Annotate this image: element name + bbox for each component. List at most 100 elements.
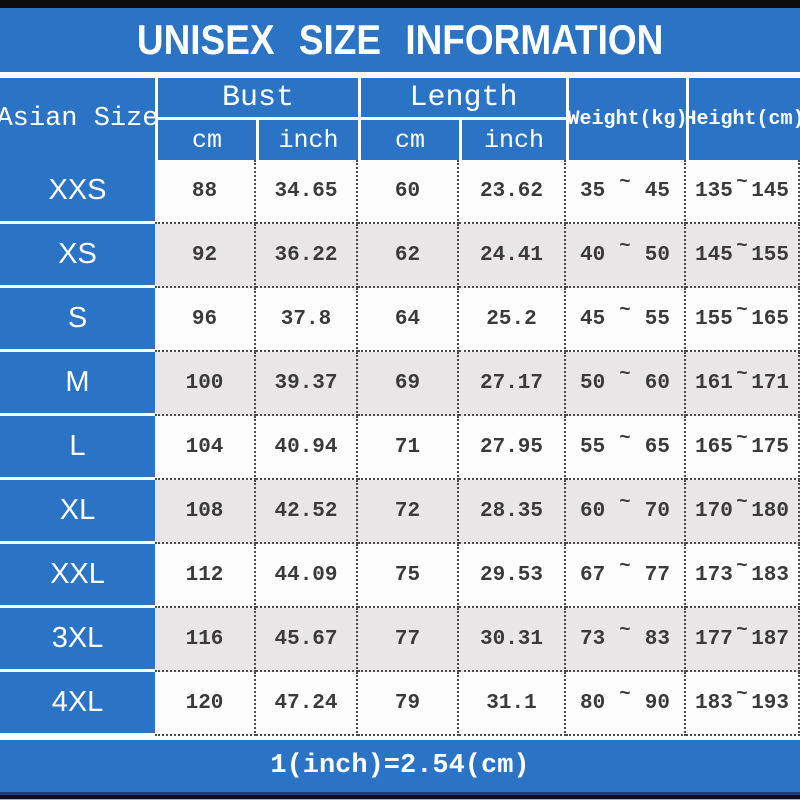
weight-max: 60 (644, 371, 670, 395)
bust-cm-value: 100 (155, 352, 256, 416)
bust-cm-value: 88 (155, 160, 256, 224)
height-range: 170 ~ 180 (686, 480, 800, 544)
table-row: XXL 112 44.09 75 29.53 67 ~ 77 173 ~ 183 (0, 544, 800, 608)
table-row: XXS 88 34.65 60 23.62 35 ~ 45 135 ~ 145 (0, 160, 800, 224)
tilde-separator: ~ (736, 619, 748, 641)
tilde-separator: ~ (736, 363, 748, 385)
table-row: S 96 37.8 64 25.2 45 ~ 55 155 ~ 165 (0, 288, 800, 352)
column-header-height: Height(cm) (684, 78, 800, 160)
weight-min: 60 (580, 499, 606, 523)
banner-header-divider (0, 72, 800, 78)
bust-inch-value: 40.94 (256, 416, 358, 480)
column-group-bust: Bust (155, 78, 358, 120)
bust-inch-value: 39.37 (256, 352, 358, 416)
height-max: 187 (751, 627, 789, 651)
table-header: Asian Size Bust Length Weight(kg) Height… (0, 78, 800, 160)
length-cm-value: 69 (358, 352, 459, 416)
weight-min: 55 (580, 435, 606, 459)
weight-range: 55 ~ 65 (566, 416, 686, 480)
tilde-separator: ~ (619, 427, 631, 449)
size-label: 3XL (0, 608, 155, 672)
column-header-asian-size: Asian Size (0, 78, 159, 160)
bust-cm-value: 108 (155, 480, 256, 544)
size-label: XL (0, 480, 155, 544)
tilde-separator: ~ (619, 619, 631, 641)
size-label: L (0, 416, 155, 480)
weight-max: 77 (644, 563, 670, 587)
length-inch-value: 31.1 (459, 672, 566, 736)
top-border-bar (0, 0, 800, 8)
table-body: XXS 88 34.65 60 23.62 35 ~ 45 135 ~ 145 … (0, 160, 800, 736)
weight-max: 45 (644, 179, 670, 203)
bust-cm-value: 116 (155, 608, 256, 672)
length-cm-value: 71 (358, 416, 459, 480)
tilde-separator: ~ (736, 299, 748, 321)
height-max: 155 (751, 243, 789, 267)
length-cm-value: 64 (358, 288, 459, 352)
bust-inch-value: 44.09 (256, 544, 358, 608)
weight-min: 35 (580, 179, 606, 203)
tilde-separator: ~ (736, 683, 748, 705)
weight-range: 60 ~ 70 (566, 480, 686, 544)
table-row: XS 92 36.22 62 24.41 40 ~ 50 145 ~ 155 (0, 224, 800, 288)
tilde-separator: ~ (619, 491, 631, 513)
table-row: L 104 40.94 71 27.95 55 ~ 65 165 ~ 175 (0, 416, 800, 480)
height-max: 165 (751, 307, 789, 331)
length-inch-value: 27.17 (459, 352, 566, 416)
weight-max: 55 (644, 307, 670, 331)
height-range: 173 ~ 183 (686, 544, 800, 608)
weight-min: 40 (580, 243, 606, 267)
length-inch-value: 30.31 (459, 608, 566, 672)
bust-inch-value: 34.65 (256, 160, 358, 224)
column-group-length: Length (358, 78, 566, 120)
tilde-separator: ~ (619, 171, 631, 193)
body-footer-divider (0, 736, 800, 740)
height-min: 155 (695, 307, 733, 331)
column-header-bust-cm: cm (155, 120, 256, 160)
page-title: UNISEX SIZE INFORMATION (136, 16, 664, 63)
height-max: 183 (751, 563, 789, 587)
weight-max: 50 (644, 243, 670, 267)
length-inch-value: 27.95 (459, 416, 566, 480)
tilde-separator: ~ (619, 683, 631, 705)
weight-min: 67 (580, 563, 606, 587)
length-cm-value: 60 (358, 160, 459, 224)
weight-max: 65 (644, 435, 670, 459)
tilde-separator: ~ (619, 555, 631, 577)
weight-range: 67 ~ 77 (566, 544, 686, 608)
weight-range: 35 ~ 45 (566, 160, 686, 224)
size-label: 4XL (0, 672, 155, 736)
length-cm-value: 79 (358, 672, 459, 736)
length-inch-value: 29.53 (459, 544, 566, 608)
tilde-separator: ~ (619, 235, 631, 257)
size-label: XXL (0, 544, 155, 608)
height-min: 161 (695, 371, 733, 395)
table-row: 4XL 120 47.24 79 31.1 80 ~ 90 183 ~ 193 (0, 672, 800, 736)
bust-cm-value: 120 (155, 672, 256, 736)
tilde-separator: ~ (736, 555, 748, 577)
height-range: 161 ~ 171 (686, 352, 800, 416)
weight-max: 70 (644, 499, 670, 523)
length-cm-value: 75 (358, 544, 459, 608)
bust-inch-value: 47.24 (256, 672, 358, 736)
height-range: 165 ~ 175 (686, 416, 800, 480)
size-label: XS (0, 224, 155, 288)
weight-range: 50 ~ 60 (566, 352, 686, 416)
column-header-length-cm: cm (358, 120, 459, 160)
table-row: M 100 39.37 69 27.17 50 ~ 60 161 ~ 171 (0, 352, 800, 416)
height-range: 135 ~ 145 (686, 160, 800, 224)
weight-max: 83 (644, 627, 670, 651)
weight-range: 40 ~ 50 (566, 224, 686, 288)
bottom-border-bar (0, 795, 800, 799)
height-min: 165 (695, 435, 733, 459)
height-max: 193 (751, 691, 789, 715)
bottom-navy-line (0, 792, 800, 795)
bust-cm-value: 104 (155, 416, 256, 480)
weight-min: 50 (580, 371, 606, 395)
bust-inch-value: 36.22 (256, 224, 358, 288)
bust-inch-value: 37.8 (256, 288, 358, 352)
title-banner: UNISEX SIZE INFORMATION (0, 8, 800, 72)
size-label: M (0, 352, 155, 416)
conversion-note-bar: 1(inch)=2.54(cm) (0, 740, 800, 792)
height-range: 145 ~ 155 (686, 224, 800, 288)
